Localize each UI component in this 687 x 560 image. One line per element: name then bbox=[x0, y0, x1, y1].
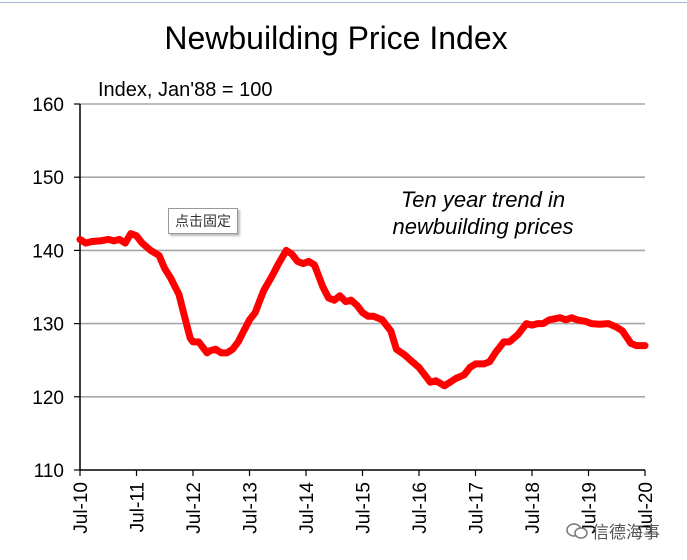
y-tick-labels: 110 120 130 140 150 160 bbox=[32, 95, 64, 482]
x-tick-label: Jul-10 bbox=[71, 482, 92, 534]
y-axis-label: Index, Jan'88 = 100 bbox=[98, 79, 273, 101]
x-tick-label: Jul-11 bbox=[128, 482, 149, 532]
wechat-icon bbox=[566, 522, 588, 539]
series-lines bbox=[76, 230, 649, 390]
y-tick-label: 110 bbox=[34, 461, 64, 482]
x-tick-label: Jul-19 bbox=[580, 482, 601, 534]
watermark-text: 信德海事 bbox=[592, 523, 660, 543]
y-tick-label: 130 bbox=[32, 315, 64, 336]
x-tick-label: Jul-16 bbox=[410, 482, 431, 534]
y-tick-label: 120 bbox=[32, 388, 64, 409]
y-tick-label: 140 bbox=[32, 241, 64, 262]
x-tick-labels: Jul-10 Jul-11 Jul-12 Jul-13 Jul-14 Jul-15 Jul-… bbox=[71, 482, 657, 534]
annotation-line-2: newbuilding prices bbox=[392, 214, 574, 239]
x-tick-label: Jul-14 bbox=[297, 482, 318, 534]
series-line-0 bbox=[76, 230, 649, 390]
trend-annotation: Ten year trend in newbuilding prices bbox=[370, 186, 596, 240]
x-tick-label: Jul-20 bbox=[636, 482, 657, 534]
axes bbox=[74, 103, 646, 476]
chart-title: Newbuilding Price Index bbox=[164, 20, 508, 56]
pin-button[interactable]: 点击固定 bbox=[168, 208, 238, 234]
annotation-line-1: Ten year trend in bbox=[400, 187, 566, 212]
x-tick-label: Jul-17 bbox=[467, 482, 488, 534]
y-tick-label: 150 bbox=[32, 168, 64, 189]
x-tick-label: Jul-18 bbox=[523, 482, 544, 534]
x-tick-label: Jul-13 bbox=[241, 482, 262, 534]
x-tick-label: Jul-15 bbox=[354, 482, 375, 534]
watermark: 信德海事 bbox=[566, 518, 660, 543]
y-tick-label: 160 bbox=[32, 95, 64, 116]
top-rule bbox=[0, 2, 687, 3]
x-tick-label: Jul-12 bbox=[184, 482, 205, 534]
gridlines bbox=[80, 103, 645, 398]
